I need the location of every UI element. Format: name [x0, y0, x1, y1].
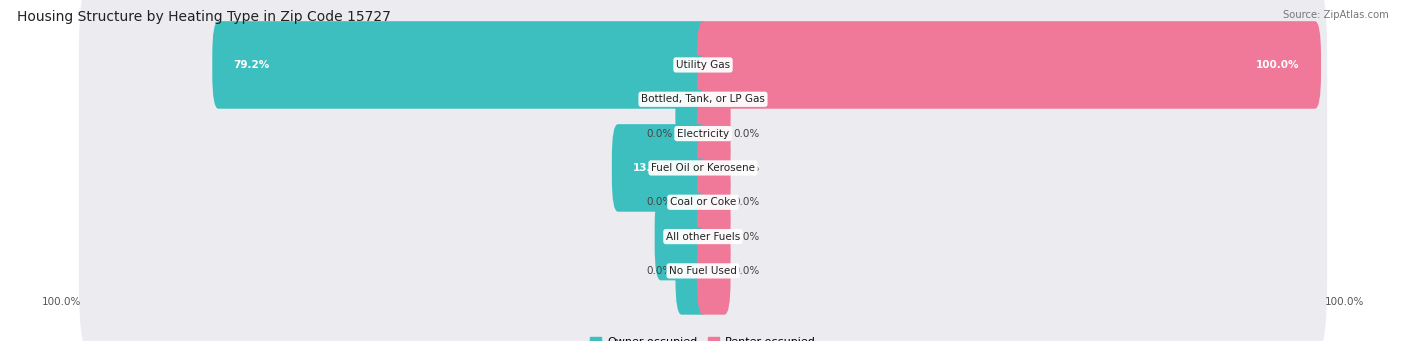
Text: 79.2%: 79.2% [233, 60, 270, 70]
Text: 100.0%: 100.0% [1256, 60, 1299, 70]
FancyBboxPatch shape [697, 227, 731, 315]
Text: 0.0%: 0.0% [734, 163, 759, 173]
FancyBboxPatch shape [655, 193, 709, 280]
FancyBboxPatch shape [675, 90, 709, 177]
FancyBboxPatch shape [675, 159, 709, 246]
Text: Source: ZipAtlas.com: Source: ZipAtlas.com [1284, 10, 1389, 20]
FancyBboxPatch shape [675, 56, 709, 143]
FancyBboxPatch shape [212, 21, 709, 109]
Text: 0.0%: 0.0% [734, 197, 759, 207]
Text: Fuel Oil or Kerosene: Fuel Oil or Kerosene [651, 163, 755, 173]
Text: 0.0%: 0.0% [734, 266, 759, 276]
FancyBboxPatch shape [675, 227, 709, 315]
Text: 0.0%: 0.0% [647, 94, 672, 104]
Text: 0.0%: 0.0% [647, 197, 672, 207]
FancyBboxPatch shape [79, 17, 1327, 182]
FancyBboxPatch shape [79, 51, 1327, 216]
Text: Bottled, Tank, or LP Gas: Bottled, Tank, or LP Gas [641, 94, 765, 104]
Text: 13.9%: 13.9% [633, 163, 669, 173]
FancyBboxPatch shape [697, 90, 731, 177]
Legend: Owner-occupied, Renter-occupied: Owner-occupied, Renter-occupied [586, 332, 820, 341]
Text: 0.0%: 0.0% [734, 232, 759, 241]
Text: Electricity: Electricity [676, 129, 730, 138]
FancyBboxPatch shape [79, 154, 1327, 319]
Text: No Fuel Used: No Fuel Used [669, 266, 737, 276]
FancyBboxPatch shape [79, 120, 1327, 285]
FancyBboxPatch shape [697, 193, 731, 280]
FancyBboxPatch shape [697, 124, 731, 212]
FancyBboxPatch shape [79, 85, 1327, 251]
Text: All other Fuels: All other Fuels [666, 232, 740, 241]
Text: 0.0%: 0.0% [734, 129, 759, 138]
Text: Utility Gas: Utility Gas [676, 60, 730, 70]
FancyBboxPatch shape [697, 159, 731, 246]
Text: Coal or Coke: Coal or Coke [669, 197, 737, 207]
Text: Housing Structure by Heating Type in Zip Code 15727: Housing Structure by Heating Type in Zip… [17, 10, 391, 24]
FancyBboxPatch shape [79, 188, 1327, 341]
FancyBboxPatch shape [612, 124, 709, 212]
Text: 100.0%: 100.0% [42, 297, 82, 307]
Text: 0.0%: 0.0% [647, 129, 672, 138]
Text: 0.0%: 0.0% [734, 94, 759, 104]
Text: 6.9%: 6.9% [676, 232, 704, 241]
FancyBboxPatch shape [697, 56, 731, 143]
FancyBboxPatch shape [79, 0, 1327, 148]
Text: 100.0%: 100.0% [1324, 297, 1364, 307]
Text: 0.0%: 0.0% [647, 266, 672, 276]
FancyBboxPatch shape [697, 21, 1322, 109]
